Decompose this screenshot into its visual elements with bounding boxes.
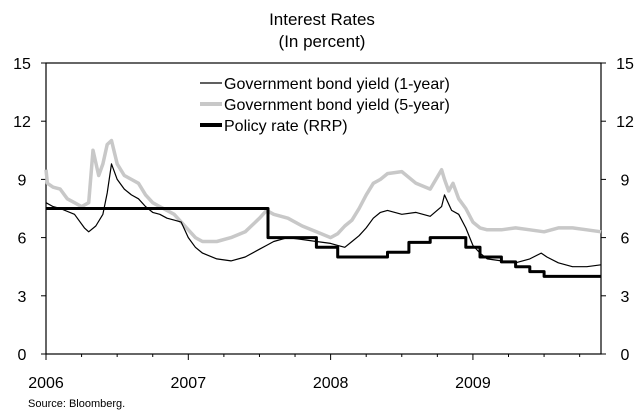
y-tick-label-right: 15 (616, 56, 634, 73)
y-tick-label-right: 0 (621, 347, 630, 364)
chart-title: Interest Rates (269, 10, 375, 29)
legend: Government bond yield (1-year) Governmen… (200, 76, 450, 135)
y-tick-label-left: 9 (18, 172, 27, 189)
x-tick-label: 2009 (455, 375, 491, 392)
y-tick-label-left: 0 (18, 347, 27, 364)
legend-label-5yr: Government bond yield (5-year) (224, 97, 450, 114)
y-tick-label-right: 12 (616, 114, 634, 131)
chart-subtitle: (In percent) (279, 32, 366, 51)
y-tick-label-right: 9 (621, 172, 630, 189)
y-tick-label-left: 15 (13, 56, 31, 73)
y-tick-label-right: 6 (621, 231, 630, 248)
axis-ticks: 0 0 3 3 6 6 9 9 12 12 15 15 2006 2007 2008 2009 (13, 56, 634, 392)
y-tick-label-left: 6 (18, 231, 27, 248)
series-line-policy (46, 207, 601, 278)
source-note: Source: Bloomberg. (28, 398, 125, 410)
series-lines (44, 138, 602, 278)
x-tick-label: 2007 (171, 375, 207, 392)
series-line-1yr (45, 163, 602, 268)
legend-label-1yr: Government bond yield (1-year) (224, 76, 450, 93)
x-tick-label: 2006 (28, 375, 64, 392)
legend-label-policy: Policy rate (RRP) (224, 118, 348, 135)
x-tick-label: 2008 (313, 375, 349, 392)
y-tick-label-left: 12 (13, 114, 31, 131)
y-tick-label-right: 3 (621, 289, 630, 306)
y-tick-label-left: 3 (18, 289, 27, 306)
series-line-5yr (44, 138, 602, 244)
